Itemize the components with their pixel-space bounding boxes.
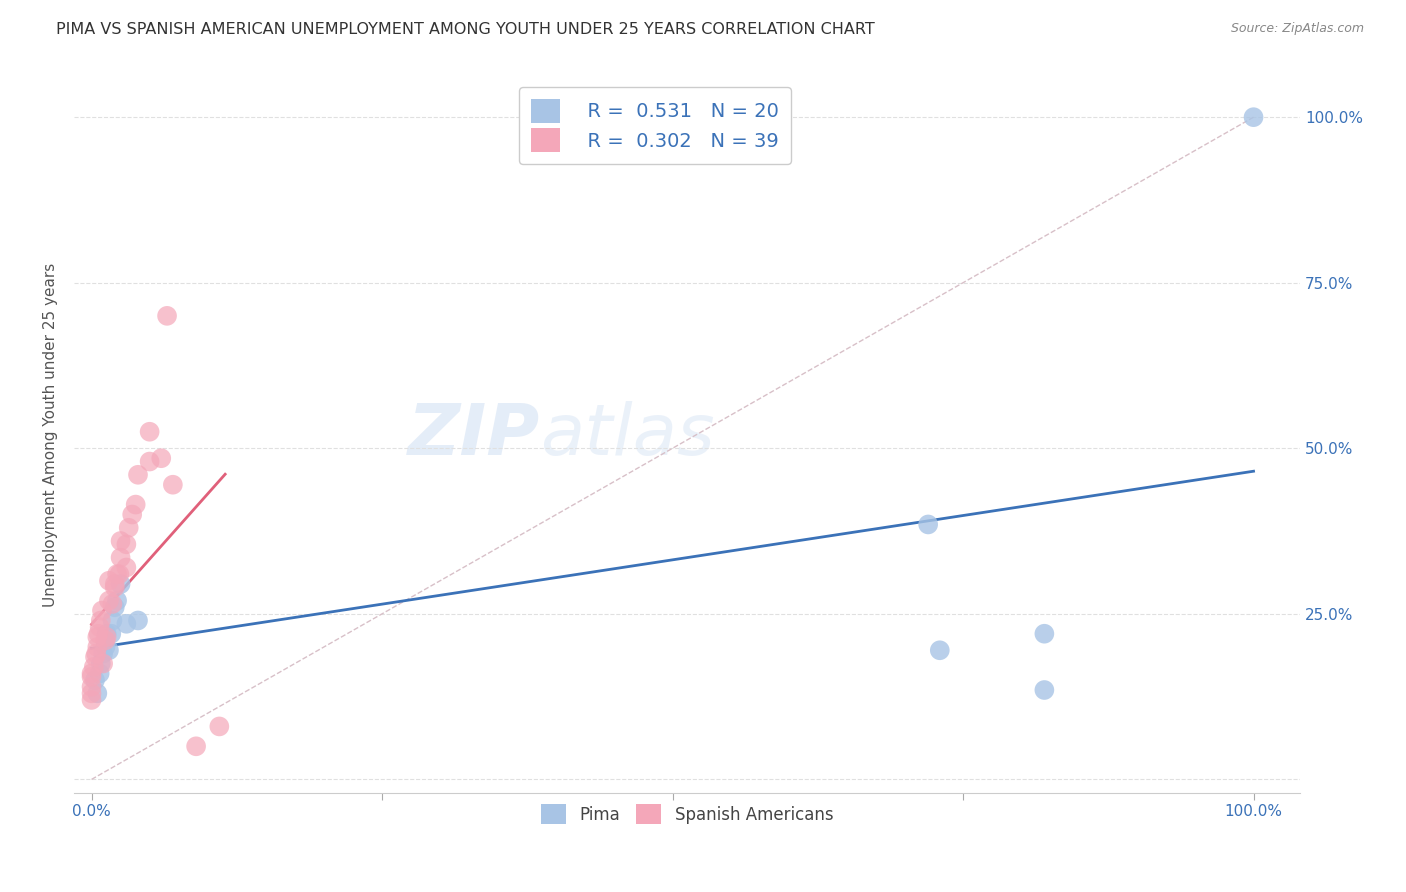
Point	[1033, 683, 1056, 698]
Point	[138, 425, 160, 439]
Point	[89, 666, 111, 681]
Point	[80, 666, 103, 681]
Point	[96, 626, 118, 640]
Point	[928, 643, 950, 657]
Point	[115, 537, 138, 551]
Point	[104, 580, 127, 594]
Legend: Pima, Spanish Americans: Pima, Spanish Americans	[530, 794, 844, 834]
Point	[84, 673, 107, 687]
Point	[110, 577, 132, 591]
Point	[105, 567, 128, 582]
Text: atlas: atlas	[540, 401, 714, 469]
Point	[87, 626, 110, 640]
Point	[108, 567, 131, 582]
Point	[104, 577, 127, 591]
Point	[115, 616, 138, 631]
Point	[80, 670, 103, 684]
Point	[121, 508, 143, 522]
Point	[101, 597, 124, 611]
Point	[162, 477, 184, 491]
Point	[104, 600, 127, 615]
Point	[208, 719, 231, 733]
Y-axis label: Unemployment Among Youth under 25 years: Unemployment Among Youth under 25 years	[44, 263, 58, 607]
Point	[127, 614, 149, 628]
Point	[90, 614, 112, 628]
Point	[80, 686, 103, 700]
Point	[125, 498, 148, 512]
Point	[91, 657, 114, 671]
Point	[91, 603, 114, 617]
Point	[86, 686, 108, 700]
Point	[1243, 110, 1265, 124]
Point	[96, 630, 118, 644]
Point	[86, 640, 108, 654]
Text: ZIP: ZIP	[408, 401, 540, 469]
Point	[118, 521, 141, 535]
Point	[101, 614, 124, 628]
Point	[94, 633, 117, 648]
Point	[80, 693, 103, 707]
Point	[97, 574, 120, 588]
Point	[100, 626, 122, 640]
Point	[105, 593, 128, 607]
Point	[1033, 626, 1056, 640]
Point	[184, 739, 207, 754]
Point	[156, 309, 179, 323]
Point	[127, 467, 149, 482]
Point	[917, 517, 939, 532]
Point	[86, 630, 108, 644]
Point	[83, 660, 105, 674]
Point	[90, 657, 112, 671]
Point	[89, 620, 111, 634]
Text: PIMA VS SPANISH AMERICAN UNEMPLOYMENT AMONG YOUTH UNDER 25 YEARS CORRELATION CHA: PIMA VS SPANISH AMERICAN UNEMPLOYMENT AM…	[56, 22, 875, 37]
Point	[84, 647, 107, 661]
Point	[150, 451, 173, 466]
Point	[91, 647, 114, 661]
Point	[110, 534, 132, 549]
Point	[97, 593, 120, 607]
Text: Source: ZipAtlas.com: Source: ZipAtlas.com	[1230, 22, 1364, 36]
Point	[110, 550, 132, 565]
Point	[80, 680, 103, 694]
Point	[84, 649, 107, 664]
Point	[94, 640, 117, 654]
Point	[97, 643, 120, 657]
Point	[115, 560, 138, 574]
Point	[138, 454, 160, 468]
